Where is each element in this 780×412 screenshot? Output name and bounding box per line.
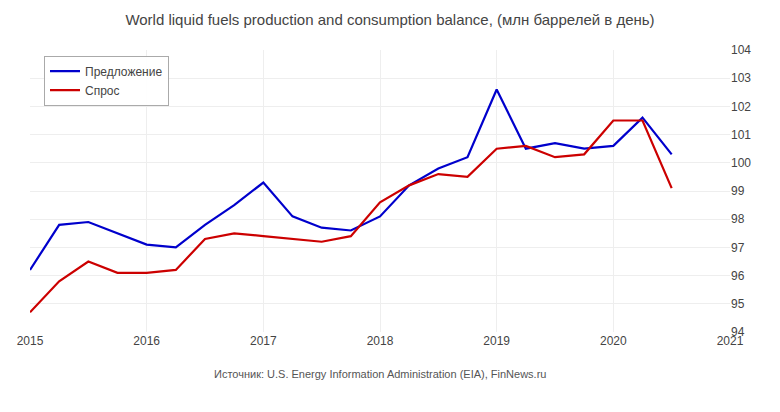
svg-text:2018: 2018 — [367, 334, 394, 348]
svg-text:99: 99 — [731, 184, 745, 198]
svg-text:2019: 2019 — [483, 334, 510, 348]
svg-text:Спрос: Спрос — [85, 84, 120, 98]
svg-text:102: 102 — [731, 100, 751, 114]
svg-text:98: 98 — [731, 212, 745, 226]
svg-text:Источник: U.S. Energy Informat: Источник: U.S. Energy Information Admini… — [214, 368, 546, 380]
svg-text:104: 104 — [731, 43, 751, 57]
svg-text:2021: 2021 — [717, 334, 744, 348]
svg-text:94: 94 — [731, 325, 745, 339]
svg-text:2017: 2017 — [250, 334, 277, 348]
svg-text:101: 101 — [731, 128, 751, 142]
svg-text:97: 97 — [731, 241, 745, 255]
svg-text:96: 96 — [731, 269, 745, 283]
svg-text:2020: 2020 — [600, 334, 627, 348]
svg-text:95: 95 — [731, 297, 745, 311]
svg-text:World liquid fuels production: World liquid fuels production and consum… — [125, 11, 654, 28]
svg-text:2016: 2016 — [133, 334, 160, 348]
svg-text:2015: 2015 — [17, 334, 44, 348]
svg-text:100: 100 — [731, 156, 751, 170]
svg-text:103: 103 — [731, 71, 751, 85]
svg-text:Предложение: Предложение — [85, 65, 162, 79]
